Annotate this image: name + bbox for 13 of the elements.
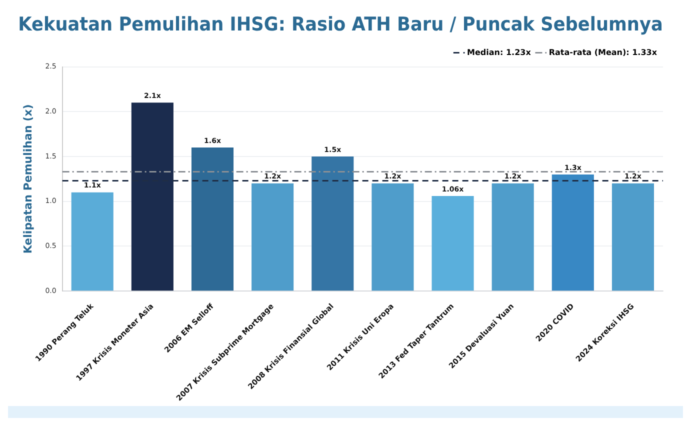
legend-label: Rata-rata (Mean): 1.33x xyxy=(548,48,658,57)
bar xyxy=(492,183,534,291)
bar xyxy=(71,192,114,291)
bar xyxy=(372,183,414,291)
bar xyxy=(432,196,474,291)
bar xyxy=(312,156,354,291)
chart-title: Kekuatan Pemulihan IHSG: Rasio ATH Baru / Puncak Sebelumnya xyxy=(18,14,663,36)
bar xyxy=(191,148,234,291)
bar xyxy=(612,183,654,291)
bar xyxy=(252,183,294,291)
legend-label: Median: 1.23x xyxy=(467,48,532,57)
bar xyxy=(552,174,594,291)
y-axis-title: Kelipatan Pemulihan (x) xyxy=(21,104,34,254)
